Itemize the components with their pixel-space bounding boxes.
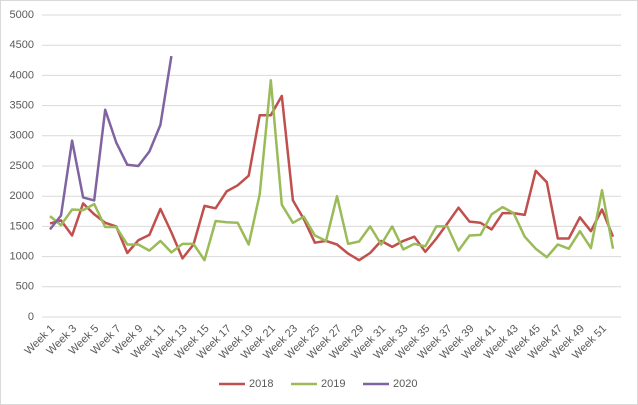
y-tick-label: 2500 xyxy=(10,160,34,172)
legend-label: 2020 xyxy=(393,378,417,390)
legend-label: 2018 xyxy=(249,378,273,390)
y-tick-label: 3500 xyxy=(10,100,34,112)
y-tick-label: 1500 xyxy=(10,220,34,232)
series-line xyxy=(49,55,173,231)
y-tick-label: 4000 xyxy=(10,69,34,81)
series-line xyxy=(49,78,615,262)
series-line xyxy=(49,94,615,262)
y-tick-label: 4500 xyxy=(10,39,34,51)
y-tick-label: 5000 xyxy=(10,9,34,21)
y-tick-label: 2000 xyxy=(10,190,34,202)
y-tick-label: 1000 xyxy=(10,251,34,263)
y-tick-label: 500 xyxy=(16,281,34,293)
y-tick-label: 3000 xyxy=(10,130,34,142)
legend-label: 2019 xyxy=(321,378,345,390)
y-tick-label: 0 xyxy=(28,311,34,323)
